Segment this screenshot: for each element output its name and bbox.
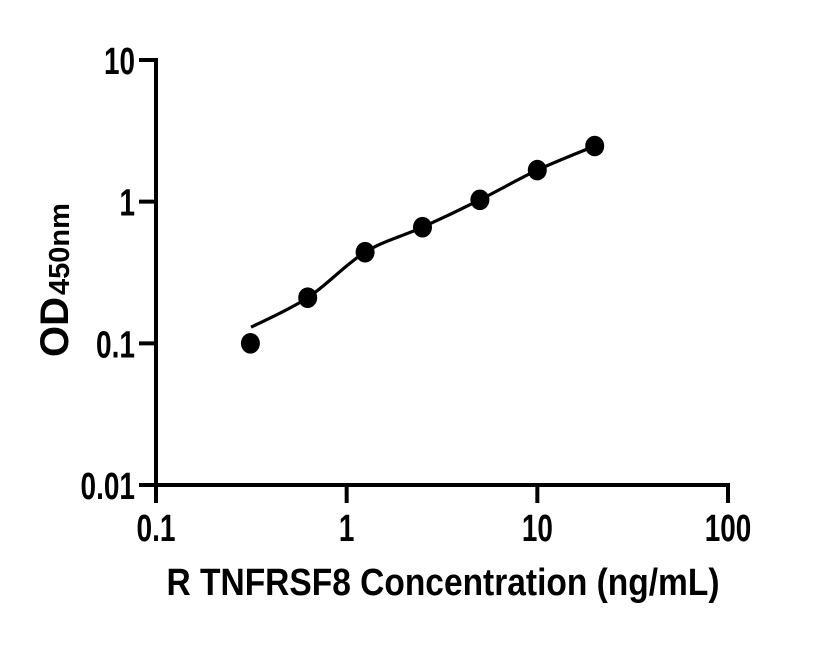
y-axis-title-subscript: 450nm bbox=[44, 203, 76, 295]
x-tick-label: 100 bbox=[705, 508, 752, 550]
data-point bbox=[355, 241, 375, 263]
y-tick-label: 0.01 bbox=[81, 466, 136, 508]
y-tick-label: 0.1 bbox=[96, 324, 135, 366]
x-tick-label: 1 bbox=[339, 508, 355, 550]
data-point bbox=[240, 333, 260, 354]
x-tick-label: 10 bbox=[522, 508, 553, 550]
data-point bbox=[585, 135, 605, 157]
x-axis-title: R TNFRSF8 Concentration (ng/mL) bbox=[167, 562, 720, 604]
x-tick-label: 0.1 bbox=[137, 508, 176, 550]
data-point bbox=[298, 287, 318, 309]
y-tick-label: 1 bbox=[120, 183, 136, 225]
data-point bbox=[527, 159, 547, 181]
data-point bbox=[470, 189, 490, 211]
data-points-group bbox=[240, 135, 605, 354]
data-point bbox=[413, 216, 432, 238]
y-axis-ticks: 10 1 0.1 0.01 bbox=[81, 41, 156, 508]
y-axis-title-main: OD bbox=[33, 297, 77, 357]
axes-frame bbox=[154, 58, 730, 487]
x-axis-ticks: 0.1 1 10 100 bbox=[137, 485, 752, 550]
y-tick-label: 10 bbox=[104, 41, 135, 83]
